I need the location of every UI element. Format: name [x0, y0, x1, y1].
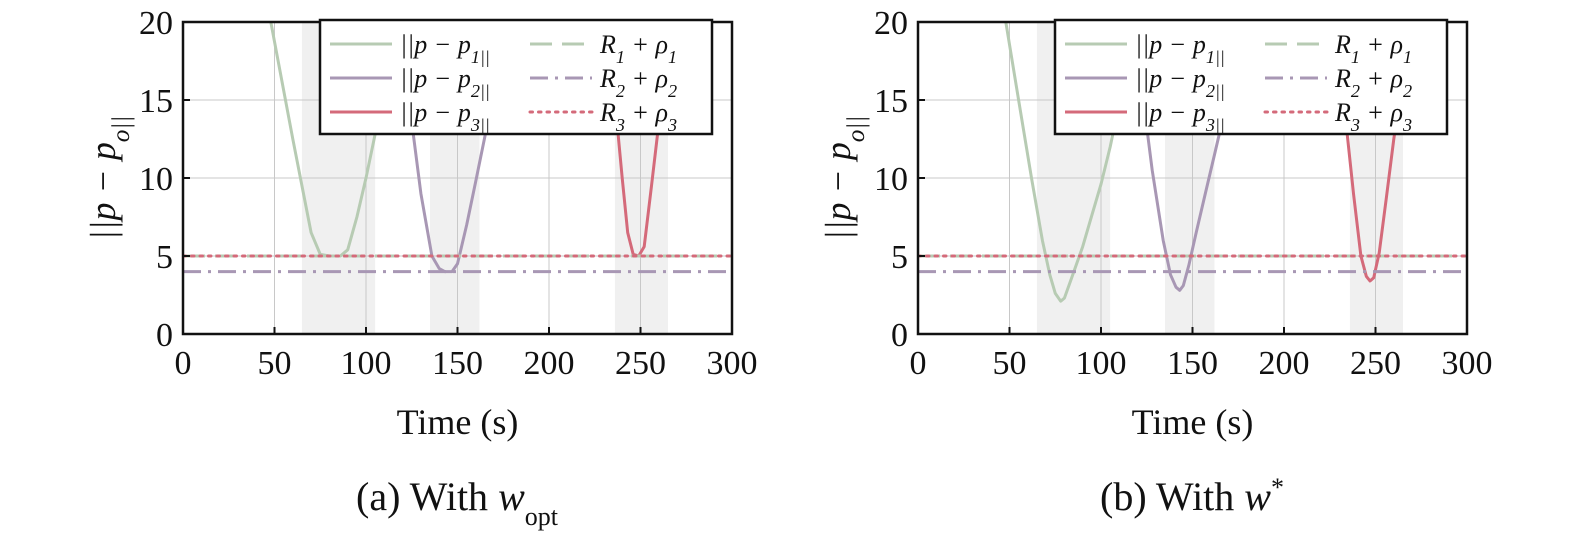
legend-entry-6: R3 + ρ3: [1334, 98, 1412, 135]
y-tick-label: 20: [139, 5, 173, 42]
legend-entry-5: R2 + ρ2: [599, 64, 677, 101]
legend-entry-1: ||p − p1||: [1135, 30, 1225, 67]
legend-entry-1: ||p − p1||: [400, 30, 490, 67]
y-tick-label: 10: [139, 161, 173, 198]
y-tick-label: 15: [874, 83, 908, 120]
x-tick-label: 250: [1350, 345, 1401, 382]
panel-caption: (b) With w*: [1100, 473, 1284, 520]
legend-entry-2: ||p − p2||: [400, 64, 490, 101]
legend-entry-3: ||p − p3||: [1135, 98, 1225, 135]
x-tick-label: 0: [175, 345, 192, 382]
y-tick-label: 15: [139, 83, 173, 120]
x-tick-label: 300: [1442, 345, 1493, 382]
x-tick-label: 50: [993, 345, 1027, 382]
legend-entry-5: R2 + ρ2: [1334, 64, 1412, 101]
y-tick-label: 5: [156, 239, 173, 276]
legend-entry-4: R1 + ρ1: [1334, 30, 1412, 67]
legend-entry-3: ||p − p3||: [400, 98, 490, 135]
x-axis-label: Time (s): [1132, 402, 1254, 442]
x-tick-label: 150: [1167, 345, 1218, 382]
legend: ||p − p1||||p − p2||||p − p3|| R1 + ρ1R2 …: [318, 18, 714, 136]
x-tick-label: 150: [432, 345, 483, 382]
y-tick-label: 0: [156, 317, 173, 354]
x-tick-label: 100: [341, 345, 392, 382]
y-tick-label: 10: [874, 161, 908, 198]
x-axis-label: Time (s): [397, 402, 519, 442]
y-tick-label: 20: [874, 5, 908, 42]
legend-entry-2: ||p − p2||: [1135, 64, 1225, 101]
legend-entry-6: R3 + ρ3: [599, 98, 677, 135]
x-tick-label: 250: [615, 345, 666, 382]
y-axis-label: ||p − po||: [818, 116, 870, 241]
y-axis-label: ||p − po||: [83, 116, 135, 241]
y-tick-label: 0: [891, 317, 908, 354]
x-tick-label: 300: [707, 345, 758, 382]
panel-caption: (a) With wopt: [356, 474, 559, 531]
x-tick-label: 100: [1076, 345, 1127, 382]
chart-panel-b: 0 50 100 150 200 250 300 0 5 10 15 20 Time (s) ||p − …: [818, 5, 1493, 519]
legend-entry-4: R1 + ρ1: [599, 30, 677, 67]
legend: ||p − p1||||p − p2||||p − p3|| R1 + ρ1R2 …: [1053, 18, 1449, 136]
x-tick-label: 0: [910, 345, 927, 382]
x-tick-label: 200: [524, 345, 575, 382]
chart-panel-a: 0 50 100 150 200 250 300 0 5 10 15 20 Time (s) ||p − …: [83, 5, 758, 531]
x-tick-label: 200: [1259, 345, 1310, 382]
y-tick-label: 5: [891, 239, 908, 276]
x-tick-label: 50: [258, 345, 292, 382]
